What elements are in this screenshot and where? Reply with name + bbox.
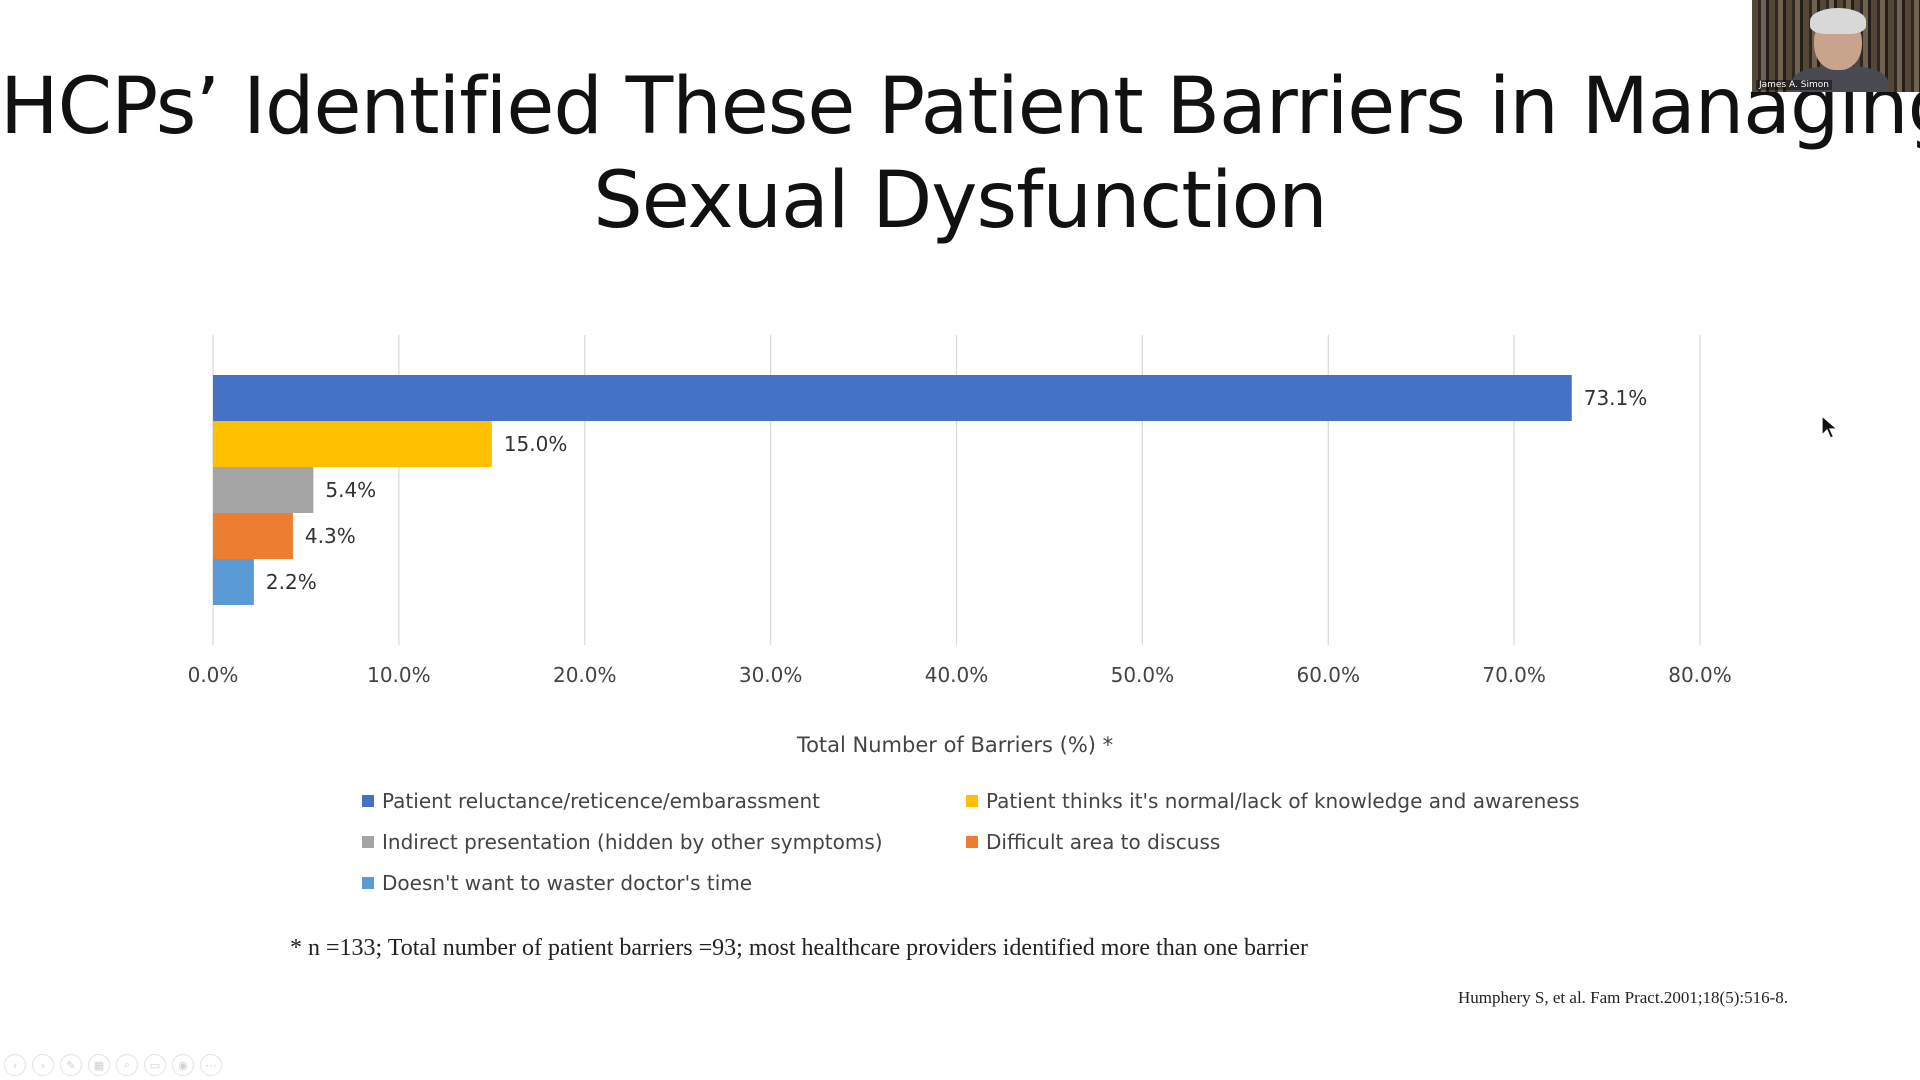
title-line-1: HCPs’ Identified These Patient Barriers …: [0, 62, 1920, 152]
legend-label: Patient thinks it's normal/lack of knowl…: [986, 789, 1580, 813]
bar: [213, 467, 314, 513]
x-tick-label: 60.0%: [1296, 663, 1360, 687]
presenter-hair: [1810, 8, 1866, 34]
x-tick-label: 40.0%: [925, 663, 989, 687]
legend-item: Patient thinks it's normal/lack of knowl…: [966, 788, 1580, 814]
presenter-body: [1792, 66, 1888, 92]
bar-value-label: 73.1%: [1584, 386, 1648, 410]
bar-value-label: 15.0%: [504, 432, 568, 456]
bar: [213, 513, 293, 559]
legend-item: Indirect presentation (hidden by other s…: [362, 829, 883, 855]
bar-value-label: 2.2%: [266, 570, 317, 594]
webcam-thumbnail[interactable]: James A. Simon: [1752, 0, 1920, 92]
legend-item: Difficult area to discuss: [966, 829, 1220, 855]
legend-label: Doesn't want to waster doctor's time: [382, 871, 753, 895]
x-tick-label: 10.0%: [367, 663, 431, 687]
camera-icon[interactable]: ◉: [172, 1054, 194, 1076]
next-icon[interactable]: ›: [32, 1054, 54, 1076]
legend-swatch: [966, 836, 978, 848]
more-icon[interactable]: ⋯: [200, 1054, 222, 1076]
legend-item: Patient reluctance/reticence/embarassmen…: [362, 788, 820, 814]
legend-swatch: [966, 795, 978, 807]
x-tick-label: 30.0%: [739, 663, 803, 687]
presentation-toolbar: ‹ › ✎ ▦ ⌕ ▭ ◉ ⋯: [4, 1054, 222, 1076]
x-tick-label: 50.0%: [1111, 663, 1175, 687]
slides-icon[interactable]: ▦: [88, 1054, 110, 1076]
bar: [213, 375, 1572, 421]
footnote: * n =133; Total number of patient barrie…: [290, 935, 1308, 961]
bar: [213, 421, 492, 467]
title-line-2: Sexual Dysfunction: [593, 156, 1327, 246]
x-tick-label: 0.0%: [188, 663, 239, 687]
legend-label: Patient reluctance/reticence/embarassmen…: [382, 789, 820, 813]
citation: Humphery S, et al. Fam Pract.2001;18(5):…: [1457, 988, 1788, 1007]
x-tick-label: 80.0%: [1668, 663, 1732, 687]
pen-icon[interactable]: ✎: [60, 1054, 82, 1076]
legend-label: Difficult area to discuss: [986, 830, 1221, 854]
mouse-cursor-icon: [1821, 415, 1839, 439]
data-labels: 73.1% 15.0% 5.4% 4.3% 2.2%: [266, 386, 1647, 594]
presenter-name-tag: James A. Simon: [1756, 80, 1832, 90]
legend-label: Indirect presentation (hidden by other s…: [382, 830, 883, 854]
bars: [213, 375, 1572, 605]
x-axis-title: Total Number of Barriers (%) *: [796, 733, 1113, 757]
x-tick-label: 20.0%: [553, 663, 617, 687]
zoom-icon[interactable]: ⌕: [116, 1054, 138, 1076]
legend-swatch: [362, 877, 374, 889]
legend-swatch: [362, 836, 374, 848]
legend-swatch: [362, 795, 374, 807]
bar: [213, 559, 254, 605]
slide-title: HCPs’ Identified These Patient Barriers …: [0, 60, 1920, 248]
bar-value-label: 4.3%: [305, 524, 356, 548]
legend-item: Doesn't want to waster doctor's time: [362, 870, 752, 896]
bar-value-label: 5.4%: [325, 478, 376, 502]
x-tick-label: 70.0%: [1482, 663, 1546, 687]
x-axis-ticks: 0.0% 10.0% 20.0% 30.0% 40.0% 50.0% 60.0% 70.0% 8…: [188, 663, 1732, 687]
previous-icon[interactable]: ‹: [4, 1054, 26, 1076]
subtitles-icon[interactable]: ▭: [144, 1054, 166, 1076]
